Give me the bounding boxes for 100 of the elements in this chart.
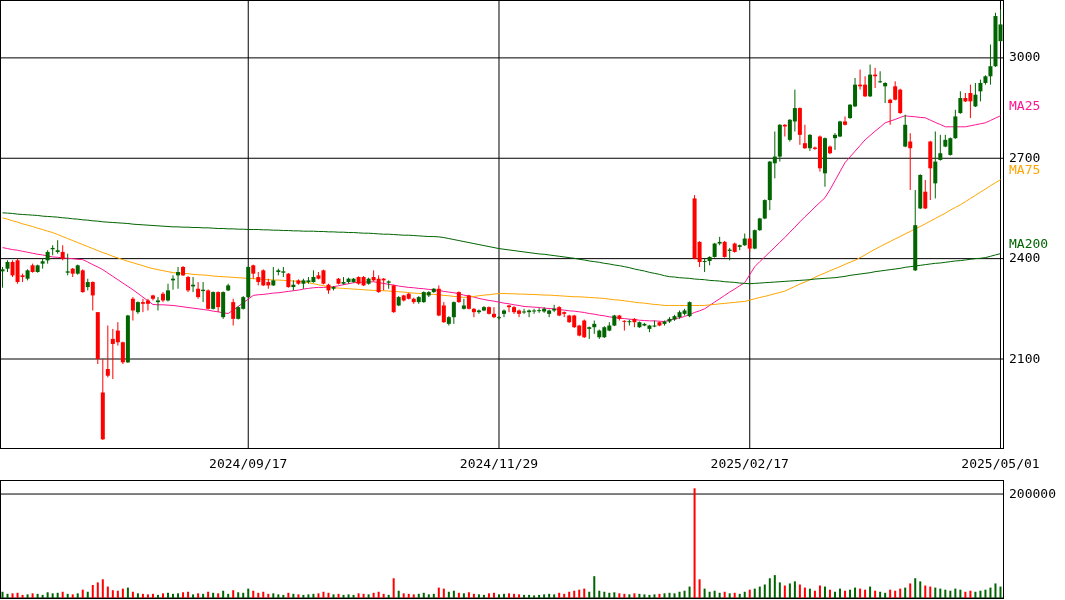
- bar: [297, 594, 300, 598]
- candlestick: [271, 266, 276, 287]
- bar: [442, 588, 445, 598]
- bar: [783, 585, 786, 598]
- bar: [131, 591, 134, 598]
- bar: [874, 590, 877, 598]
- x-tick-label: 2024/11/29: [459, 456, 539, 471]
- candlestick: [802, 124, 807, 150]
- candlestick: [90, 280, 95, 311]
- candlestick: [933, 130, 938, 199]
- bar: [823, 586, 826, 598]
- bar: [432, 593, 435, 598]
- bar: [322, 591, 325, 598]
- bar: [362, 593, 365, 598]
- bar: [989, 587, 992, 598]
- bar: [177, 593, 180, 598]
- bar: [161, 593, 164, 598]
- candlestick: [762, 198, 767, 220]
- bar: [106, 586, 109, 598]
- bar: [71, 594, 74, 598]
- candlestick: [176, 266, 181, 290]
- bar: [618, 593, 621, 598]
- bar: [287, 592, 290, 598]
- bar: [91, 585, 94, 598]
- bar: [778, 582, 781, 598]
- bar: [834, 591, 836, 598]
- candlestick: [145, 298, 150, 311]
- bar: [548, 593, 551, 598]
- bar: [613, 592, 616, 598]
- bar: [21, 594, 24, 598]
- candlestick: [196, 281, 201, 300]
- bar: [859, 588, 862, 598]
- candlestick: [522, 308, 527, 315]
- bar: [352, 594, 355, 598]
- bar: [533, 595, 536, 598]
- bar: [839, 588, 842, 598]
- bar: [668, 592, 671, 598]
- bar: [136, 593, 139, 598]
- bar: [151, 593, 154, 598]
- bar: [372, 592, 375, 598]
- bar: [141, 593, 144, 598]
- bar: [738, 593, 741, 598]
- bar: [387, 594, 390, 598]
- bar: [237, 592, 240, 598]
- bar: [653, 594, 656, 598]
- bar: [407, 593, 410, 598]
- bar: [718, 592, 721, 598]
- bar: [202, 593, 205, 598]
- bar: [628, 594, 631, 598]
- line-series: [2, 115, 1001, 323]
- bar: [638, 593, 641, 598]
- candlestick: [80, 268, 85, 294]
- series-label: MA200: [1009, 235, 1049, 251]
- bar: [593, 576, 596, 598]
- bar: [487, 593, 490, 598]
- bar: [247, 588, 250, 598]
- bar: [477, 594, 480, 598]
- bar: [111, 590, 114, 598]
- bar: [26, 594, 29, 598]
- bar: [377, 591, 380, 598]
- bar: [36, 593, 39, 598]
- candlestick: [973, 82, 978, 108]
- candlestick: [155, 296, 160, 311]
- bar: [914, 578, 917, 598]
- bar: [317, 593, 320, 598]
- candlestick: [938, 134, 943, 162]
- bar: [197, 593, 200, 598]
- bar: [257, 592, 260, 598]
- bar: [954, 588, 957, 598]
- bar: [492, 592, 495, 598]
- candlestick: [868, 64, 873, 98]
- bar: [523, 594, 526, 598]
- bar: [924, 585, 927, 598]
- candlestick: [878, 70, 883, 84]
- candlestick: [502, 308, 507, 318]
- bar: [578, 589, 581, 598]
- bar: [76, 593, 79, 598]
- bar: [939, 588, 942, 598]
- bar: [11, 593, 14, 598]
- x-tick-label: 2024/09/17: [209, 456, 288, 471]
- candlestick: [702, 258, 707, 273]
- bar: [187, 591, 190, 598]
- bar: [683, 590, 686, 598]
- bar: [227, 593, 230, 598]
- bar: [312, 593, 315, 598]
- candlestick: [978, 79, 983, 102]
- bar: [447, 591, 450, 598]
- bar: [703, 588, 706, 598]
- bar: [733, 592, 736, 598]
- bar: [6, 593, 9, 598]
- bar: [959, 589, 962, 598]
- bar: [693, 488, 696, 598]
- candlestick: [461, 298, 466, 310]
- bar: [558, 592, 561, 598]
- bar: [101, 579, 104, 598]
- bar: [763, 584, 766, 598]
- bar: [46, 592, 49, 598]
- candlestick: [883, 81, 888, 104]
- bar: [793, 581, 796, 598]
- candlestick: [216, 290, 221, 313]
